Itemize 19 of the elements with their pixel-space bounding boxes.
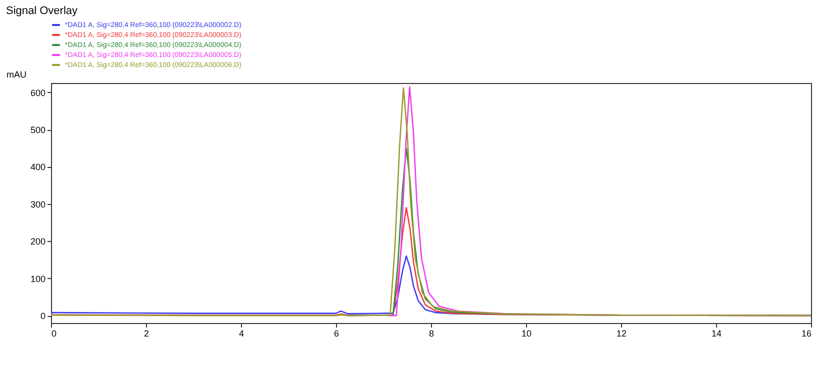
x-tick-label: 10 bbox=[521, 328, 532, 338]
y-tick-label: 600 bbox=[30, 88, 46, 98]
x-tick-label: 16 bbox=[801, 328, 812, 338]
x-tick-label: 14 bbox=[711, 328, 722, 338]
chart-title: Signal Overlay bbox=[6, 5, 78, 17]
line-series bbox=[50, 87, 812, 316]
x-tick-label: 12 bbox=[616, 328, 627, 338]
x-tick-label: 0 bbox=[52, 328, 57, 338]
x-tick-label: 2 bbox=[144, 328, 150, 338]
y-tick-label: 500 bbox=[30, 125, 46, 136]
y-axis-title: mAU bbox=[6, 70, 26, 80]
x-tick-label: 8 bbox=[428, 328, 434, 338]
y-tick-label: 300 bbox=[30, 199, 46, 210]
y-tick-label: 400 bbox=[30, 162, 46, 172]
x-tick-label: 4 bbox=[238, 328, 244, 338]
x-tick-label: 6 bbox=[334, 328, 340, 338]
y-tick-label: 100 bbox=[30, 274, 46, 284]
y-tick-label: 0 bbox=[40, 311, 46, 322]
y-tick-label: 200 bbox=[30, 236, 46, 247]
